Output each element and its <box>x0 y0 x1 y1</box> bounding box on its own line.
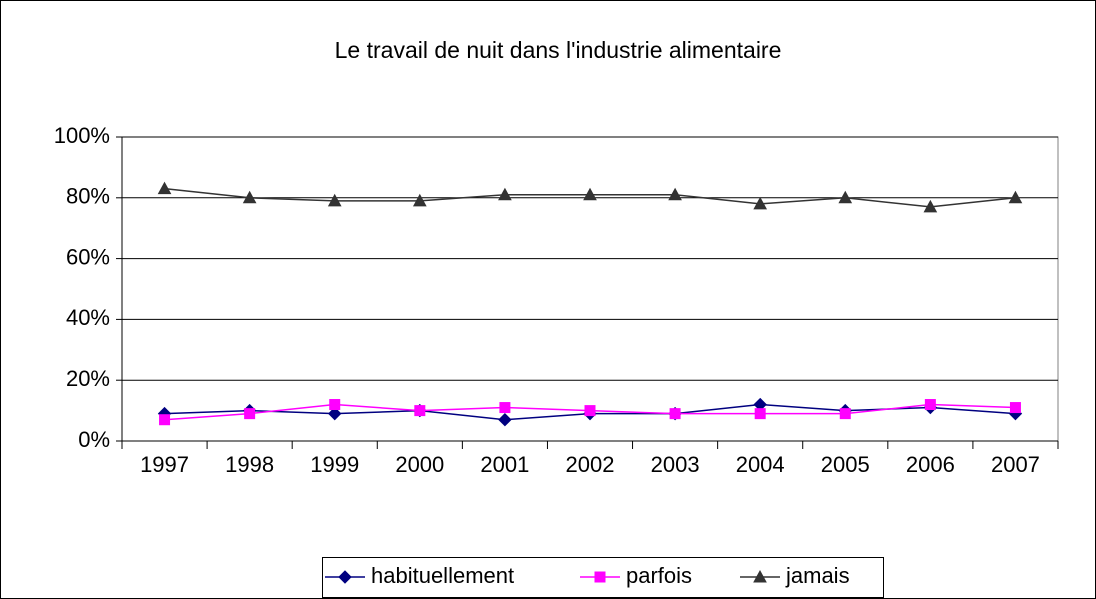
y-tick-label: 60% <box>66 244 110 269</box>
legend-marker <box>594 571 606 583</box>
chart-title: Le travail de nuit dans l'industrie alim… <box>335 37 782 63</box>
point <box>328 406 342 421</box>
y-tick-label: 40% <box>66 305 110 330</box>
legend-marker <box>753 569 767 583</box>
point <box>668 187 682 201</box>
x-tick-label: 2007 <box>991 452 1040 477</box>
y-tick-label: 80% <box>66 184 110 209</box>
point <box>754 408 766 420</box>
point <box>1009 402 1021 414</box>
point <box>242 190 257 204</box>
point <box>414 405 426 417</box>
point <box>923 199 938 213</box>
legend-label: parfois <box>626 563 692 588</box>
x-tick-label: 1999 <box>310 452 359 477</box>
point <box>244 408 256 420</box>
point <box>753 196 768 210</box>
point <box>839 408 851 420</box>
point <box>412 193 427 207</box>
point <box>584 405 596 417</box>
point <box>499 402 511 414</box>
x-tick-label: 2003 <box>651 452 700 477</box>
legend-marker <box>338 570 352 584</box>
x-tick-label: 2002 <box>566 452 615 477</box>
plot-area <box>121 136 1059 442</box>
point <box>157 181 172 195</box>
y-tick-label: 0% <box>78 427 110 452</box>
point <box>838 190 853 204</box>
point <box>159 414 171 426</box>
x-tick-label: 1997 <box>140 452 189 477</box>
x-tick-label: 2005 <box>821 452 870 477</box>
point <box>498 413 512 427</box>
x-tick-label: 1998 <box>225 452 274 477</box>
legend-label: jamais <box>785 563 850 588</box>
point <box>669 408 681 420</box>
x-tick-label: 2006 <box>906 452 955 477</box>
point <box>327 193 342 207</box>
point <box>329 399 341 411</box>
point <box>1008 190 1023 204</box>
point <box>583 187 597 201</box>
y-tick-label: 100% <box>54 123 110 148</box>
legend-label: habituellement <box>371 563 514 588</box>
x-tick-label: 2001 <box>480 452 529 477</box>
y-tick-label: 20% <box>66 366 110 391</box>
x-tick-label: 2004 <box>736 452 785 477</box>
point <box>924 399 936 411</box>
x-tick-label: 2000 <box>395 452 444 477</box>
point <box>498 187 512 201</box>
